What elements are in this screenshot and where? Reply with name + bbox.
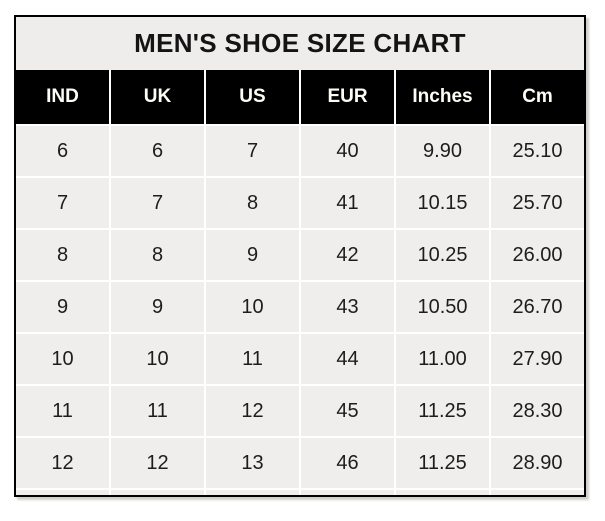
table-body: 6 6 7 40 9.90 25.10 7 7 8 41 10.15 25.70… (16, 126, 584, 495)
table-cell: 12 (16, 438, 109, 488)
table-cell: 10 (16, 334, 109, 384)
table-cell: 28.30 (491, 386, 584, 436)
table-cell: 43 (301, 282, 394, 332)
table-cell: 10 (111, 334, 204, 384)
table-cell: 7 (111, 178, 204, 228)
column-header-ind: IND (16, 70, 109, 124)
table-cell: 8 (111, 230, 204, 280)
table-cell: 25.10 (491, 126, 584, 176)
filler-cell (491, 490, 584, 495)
table-cell: 11.25 (396, 386, 489, 436)
table-cell: 7 (206, 126, 299, 176)
column-header-us: US (206, 70, 299, 124)
column-header-uk: UK (111, 70, 204, 124)
table-header-row: IND UK US EUR Inches Cm (16, 70, 584, 124)
table-cell: 8 (16, 230, 109, 280)
table-cell: 41 (301, 178, 394, 228)
table-cell: 11.25 (396, 438, 489, 488)
table-cell: 44 (301, 334, 394, 384)
table-cell: 10.15 (396, 178, 489, 228)
table-cell: 9 (206, 230, 299, 280)
table-cell: 11 (16, 386, 109, 436)
table-cell: 28.90 (491, 438, 584, 488)
table-cell: 6 (16, 126, 109, 176)
table-cell: 9 (16, 282, 109, 332)
table-cell: 11 (111, 386, 204, 436)
filler-cell (111, 490, 204, 495)
table-cell: 12 (111, 438, 204, 488)
table-cell: 7 (16, 178, 109, 228)
column-header-eur: EUR (301, 70, 394, 124)
table-cell: 26.70 (491, 282, 584, 332)
table-cell: 40 (301, 126, 394, 176)
table-cell: 11 (206, 334, 299, 384)
table-cell: 8 (206, 178, 299, 228)
table-cell: 9 (111, 282, 204, 332)
table-cell: 13 (206, 438, 299, 488)
table-cell: 42 (301, 230, 394, 280)
filler-cell (396, 490, 489, 495)
filler-cell (206, 490, 299, 495)
column-header-cm: Cm (491, 70, 584, 124)
shoe-size-chart-table: MEN'S SHOE SIZE CHART IND UK US EUR Inch… (14, 15, 586, 497)
table-cell: 12 (206, 386, 299, 436)
table-cell: 25.70 (491, 178, 584, 228)
chart-title: MEN'S SHOE SIZE CHART (16, 17, 584, 70)
table-cell: 26.00 (491, 230, 584, 280)
filler-cell (16, 490, 109, 495)
table-cell: 9.90 (396, 126, 489, 176)
filler-cell (301, 490, 394, 495)
table-cell: 11.00 (396, 334, 489, 384)
column-header-inches: Inches (396, 70, 489, 124)
table-cell: 45 (301, 386, 394, 436)
table-cell: 10.25 (396, 230, 489, 280)
table-cell: 10 (206, 282, 299, 332)
table-cell: 6 (111, 126, 204, 176)
table-cell: 46 (301, 438, 394, 488)
table-cell: 10.50 (396, 282, 489, 332)
table-cell: 27.90 (491, 334, 584, 384)
